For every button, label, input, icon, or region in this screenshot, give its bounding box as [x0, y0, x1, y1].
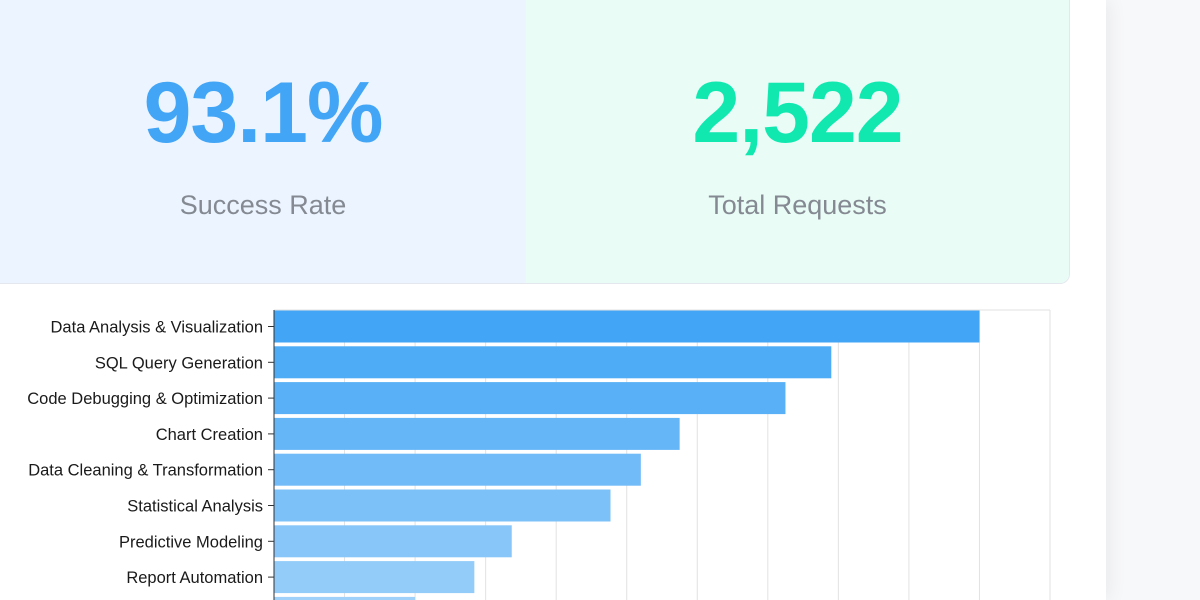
bar[interactable]	[274, 489, 611, 522]
bar[interactable]	[274, 453, 641, 486]
bar[interactable]	[274, 310, 980, 343]
category-bar-chart: Data Analysis & Visualization SQL Query G…	[27, 309, 1051, 600]
bar[interactable]	[274, 382, 786, 415]
y-tick-label: Report Automation	[126, 569, 263, 587]
bars	[274, 310, 980, 600]
success-rate-label: Success Rate	[179, 190, 347, 220]
bar[interactable]	[274, 346, 832, 379]
y-tick-label: Chart Creation	[156, 426, 263, 444]
total-requests-label: Total Requests	[708, 190, 887, 220]
y-tick-label: Statistical Analysis	[127, 498, 263, 516]
y-axis: Data Analysis & Visualization SQL Query G…	[27, 310, 275, 600]
y-tick-label: SQL Query Generation	[95, 354, 263, 372]
bar[interactable]	[274, 525, 512, 558]
y-tick-label: Predictive Modeling	[119, 533, 263, 551]
y-tick-label: Data Cleaning & Transformation	[28, 462, 263, 480]
success-rate-stat: 93.1% Success Rate	[0, 0, 526, 283]
y-tick-label: Data Analysis & Visualization	[51, 319, 263, 337]
dashboard-card: 93.1% Success Rate 2,522 Total Requests …	[0, 0, 1070, 600]
success-rate-value: 93.1%	[143, 65, 384, 161]
y-tick-label: Code Debugging & Optimization	[27, 390, 263, 408]
total-requests-stat: 2,522 Total Requests	[526, 0, 1069, 283]
total-requests-value: 2,522	[692, 65, 903, 161]
stats-panel: 93.1% Success Rate 2,522 Total Requests	[0, 0, 1070, 284]
bar[interactable]	[274, 561, 475, 594]
bar[interactable]	[274, 417, 680, 450]
bar[interactable]	[274, 596, 416, 600]
